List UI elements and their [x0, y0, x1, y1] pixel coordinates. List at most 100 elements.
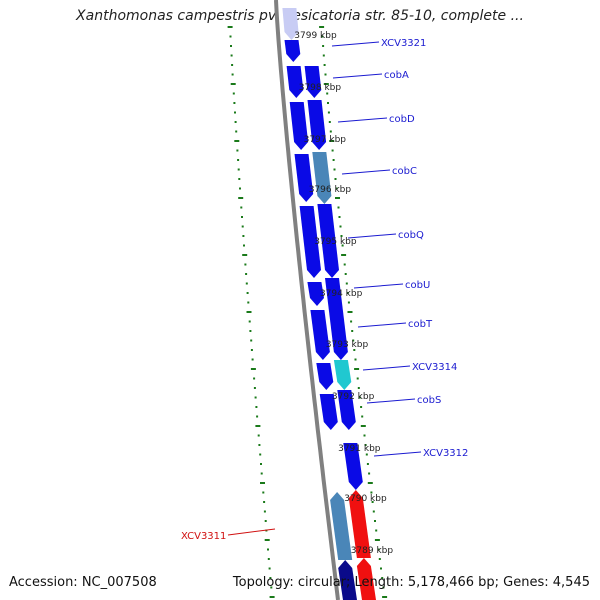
- scale-tick-left: [239, 187, 241, 190]
- scale-tick-right: [364, 444, 367, 446]
- scale-tick-right: [334, 178, 337, 180]
- gene-label[interactable]: cobA: [384, 70, 409, 81]
- scale-tick-left: [243, 244, 245, 247]
- gene-leader-line: [366, 398, 416, 404]
- scale-tick-right: [368, 472, 371, 475]
- scale-tick-right: [340, 235, 343, 237]
- gene-block[interactable]: [307, 100, 327, 150]
- scale-tick-right: [346, 292, 349, 294]
- scale-tick-right: [335, 197, 340, 199]
- gene-label[interactable]: cobT: [408, 319, 433, 330]
- gene-block[interactable]: [343, 443, 363, 490]
- gene-leader-line: [337, 117, 388, 123]
- scale-tick-right: [327, 102, 329, 104]
- gene-block[interactable]: [289, 102, 309, 150]
- scale-tick-left: [244, 263, 247, 266]
- gene-label[interactable]: cobC: [392, 166, 417, 177]
- scale-tick-right: [324, 73, 327, 76]
- scale-tick-left: [263, 501, 266, 503]
- scale-tick-left: [232, 92, 235, 95]
- scale-tick-left: [245, 273, 248, 275]
- scale-tick-right: [365, 453, 368, 456]
- scale-tick-left: [268, 567, 271, 570]
- scale-tick-left: [236, 149, 239, 152]
- scale-tick-right: [370, 491, 373, 494]
- gene-leader-line: [347, 233, 397, 239]
- gene-block[interactable]: [284, 40, 301, 62]
- scale-tick-right: [360, 406, 363, 408]
- scale-tick-left: [241, 225, 244, 228]
- scale-tick-right: [375, 529, 378, 532]
- gene-label[interactable]: XCV3311: [181, 531, 226, 542]
- scale-tick-left: [230, 45, 232, 47]
- scale-tick-left: [263, 510, 266, 513]
- gene-label[interactable]: cobU: [405, 280, 430, 291]
- gene-block[interactable]: [312, 152, 332, 204]
- gene-block[interactable]: [299, 206, 321, 278]
- scale-tick-right: [363, 434, 366, 437]
- gene-block[interactable]: [307, 282, 324, 306]
- gene-block[interactable]: [348, 490, 371, 558]
- scale-tick-left: [260, 472, 263, 475]
- scale-tick-left: [231, 64, 234, 66]
- scale-tick-right: [354, 358, 357, 361]
- scale-tick-left: [246, 292, 249, 294]
- scale-tick-right: [378, 558, 381, 560]
- scale-tick-right: [377, 548, 380, 551]
- gene-block[interactable]: [317, 204, 339, 278]
- scale-label: 3789 kbp: [351, 546, 394, 556]
- scale-tick-left: [238, 197, 244, 199]
- scale-tick-left: [269, 577, 272, 579]
- scale-tick-right: [335, 187, 338, 190]
- gene-label[interactable]: XCV3314: [412, 362, 457, 373]
- scale-label: 3796 kbp: [309, 185, 352, 195]
- gene-label[interactable]: cobD: [389, 114, 415, 125]
- gene-label[interactable]: cobQ: [398, 230, 424, 241]
- scale-tick-left: [229, 35, 232, 38]
- gene-block[interactable]: [316, 363, 334, 390]
- gene-label[interactable]: XCV3312: [423, 448, 468, 459]
- scale-tick-right: [321, 35, 324, 38]
- scale-tick-right: [352, 339, 355, 342]
- gene-block[interactable]: [310, 310, 330, 360]
- scale-tick-left: [270, 586, 273, 589]
- gene-block[interactable]: [282, 8, 299, 40]
- scale-tick-left: [264, 520, 267, 522]
- scale-tick-right: [331, 149, 334, 152]
- scale-tick-left: [227, 26, 233, 28]
- gene-block[interactable]: [330, 492, 353, 560]
- scale-label: 3791 kbp: [338, 444, 381, 454]
- scale-tick-right: [380, 567, 382, 570]
- gene-leader-line: [362, 365, 411, 371]
- scale-tick-right: [357, 387, 360, 389]
- scale-tick-right: [360, 425, 366, 427]
- scale-tick-left: [245, 282, 248, 285]
- scale-tick-left: [269, 596, 275, 598]
- scale-tick-right: [327, 111, 330, 114]
- scale-tick-right: [372, 510, 375, 513]
- scale-tick-left: [250, 339, 253, 342]
- gene-block[interactable]: [304, 66, 322, 98]
- gene-label[interactable]: cobS: [417, 395, 441, 406]
- scale-tick-right: [341, 244, 344, 247]
- gene-block[interactable]: [294, 154, 314, 202]
- scale-tick-left: [260, 463, 262, 465]
- gene-label[interactable]: XCV3321: [381, 38, 426, 49]
- scale-label: 3792 kbp: [332, 392, 375, 402]
- scale-tick-left: [241, 216, 243, 218]
- gene-block[interactable]: [325, 278, 348, 360]
- gene-block[interactable]: [356, 558, 376, 600]
- scale-label: 3790 kbp: [344, 494, 387, 504]
- gene-block[interactable]: [338, 560, 357, 600]
- scale-tick-right: [323, 64, 326, 66]
- gene-block[interactable]: [286, 66, 304, 98]
- gene-block[interactable]: [319, 394, 338, 430]
- scale-tick-left: [246, 311, 252, 313]
- scale-tick-right: [374, 520, 376, 522]
- gene-leader-line: [227, 528, 276, 536]
- scale-tick-right: [328, 121, 331, 123]
- gene-block[interactable]: [333, 360, 352, 390]
- scale-tick-left: [251, 358, 254, 361]
- gene-block[interactable]: [337, 390, 356, 430]
- scale-tick-right: [323, 83, 329, 85]
